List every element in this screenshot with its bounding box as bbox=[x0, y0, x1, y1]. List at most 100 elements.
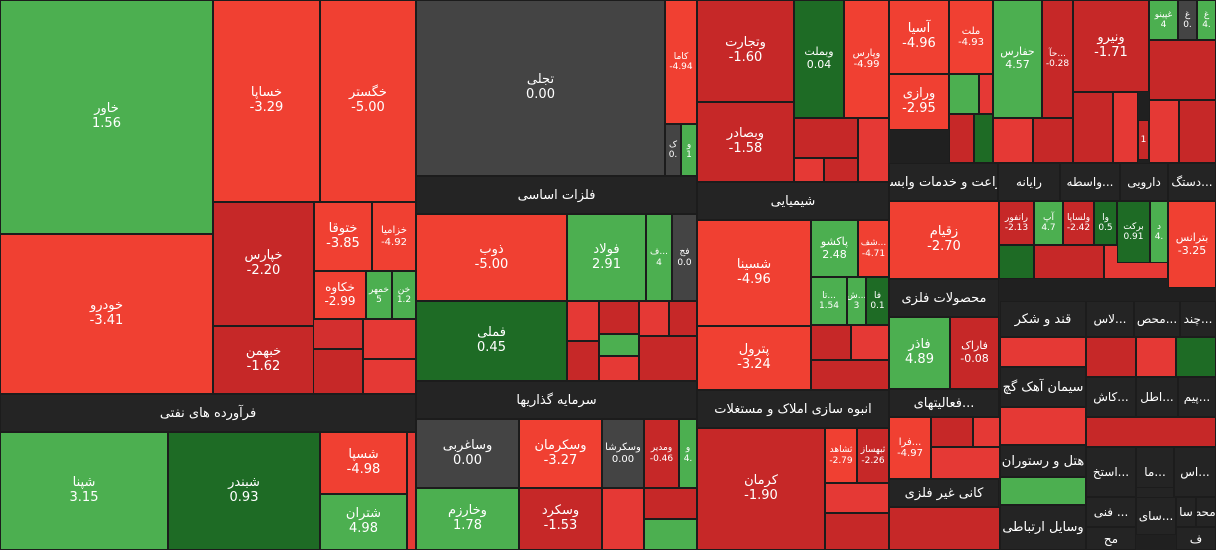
treemap-tile[interactable]: و 4. bbox=[679, 419, 697, 488]
treemap-cell[interactable] bbox=[1149, 40, 1216, 100]
treemap-tile[interactable]: وسکرمان -3.27 bbox=[519, 419, 602, 488]
treemap-tile[interactable]: فملی 0.45 bbox=[416, 301, 567, 381]
treemap-cell[interactable] bbox=[1033, 118, 1073, 163]
treemap-tile[interactable]: شسپا -4.98 bbox=[320, 432, 407, 494]
treemap-tile[interactable]: وسکرد -1.53 bbox=[519, 488, 602, 550]
treemap-cell[interactable] bbox=[1000, 477, 1086, 505]
treemap-tile[interactable]: ملت -4.93 bbox=[949, 0, 993, 74]
treemap-tile[interactable]: ومدیر -0.46 bbox=[644, 419, 679, 488]
treemap-cell[interactable] bbox=[669, 301, 697, 336]
treemap-cell[interactable] bbox=[599, 334, 639, 356]
treemap-tile[interactable]: فج 0.0 bbox=[672, 214, 697, 301]
treemap-cell[interactable] bbox=[363, 319, 416, 359]
treemap-cell[interactable] bbox=[1136, 337, 1176, 377]
treemap-cell[interactable] bbox=[931, 447, 1000, 479]
treemap-tile[interactable]: وتجارت -1.60 bbox=[697, 0, 794, 102]
treemap-cell[interactable] bbox=[1176, 337, 1216, 377]
treemap-tile[interactable]: بترانس -3.25 bbox=[1168, 201, 1216, 288]
treemap-cell[interactable] bbox=[993, 118, 1033, 163]
treemap-cell[interactable] bbox=[639, 336, 697, 381]
treemap-tile[interactable]: آپ 4.7 bbox=[1034, 201, 1063, 245]
treemap-tile[interactable]: خگستر -5.00 bbox=[320, 0, 416, 202]
treemap-tile[interactable]: وبصادر -1.58 bbox=[697, 102, 794, 182]
treemap-tile[interactable]: ونیرو -1.71 bbox=[1073, 0, 1149, 92]
treemap-cell[interactable] bbox=[644, 488, 697, 519]
treemap-tile[interactable]: د 4. bbox=[1150, 201, 1168, 263]
treemap-tile[interactable]: خمهر 5 bbox=[366, 271, 392, 319]
treemap-tile[interactable]: شتران 4.98 bbox=[320, 494, 407, 550]
treemap-tile[interactable]: آسیا -4.96 bbox=[889, 0, 949, 74]
treemap-tile[interactable]: زقیام -2.70 bbox=[889, 201, 999, 279]
treemap-tile[interactable]: شسینا -4.96 bbox=[697, 220, 811, 326]
treemap-cell[interactable] bbox=[1000, 407, 1086, 445]
treemap-tile[interactable]: ک 0. bbox=[665, 124, 681, 176]
treemap-cell[interactable] bbox=[1000, 337, 1086, 367]
treemap-tile[interactable]: خساپا -3.29 bbox=[213, 0, 320, 202]
treemap-tile[interactable]: شف... -4.71 bbox=[858, 220, 889, 277]
treemap-tile[interactable]: خپارس -2.20 bbox=[213, 202, 314, 326]
treemap-tile[interactable]: کرمان -1.90 bbox=[697, 428, 825, 550]
treemap-cell[interactable] bbox=[639, 301, 669, 336]
treemap-tile[interactable]: وخارزم 1.78 bbox=[416, 488, 519, 550]
treemap-tile[interactable]: ثشاهد -2.79 bbox=[825, 428, 857, 483]
treemap-tile[interactable]: ورازی -2.95 bbox=[889, 74, 949, 130]
treemap-tile[interactable]: 1 bbox=[1138, 120, 1149, 160]
treemap-tile[interactable]: وپارس -4.99 bbox=[844, 0, 889, 118]
treemap-cell[interactable] bbox=[1113, 92, 1138, 163]
treemap-cell[interactable] bbox=[313, 319, 363, 349]
treemap-cell[interactable] bbox=[974, 114, 993, 163]
treemap-cell[interactable] bbox=[1073, 92, 1113, 163]
treemap-tile[interactable]: تا... 1.54 bbox=[811, 277, 847, 325]
treemap-cell[interactable] bbox=[1149, 100, 1179, 163]
treemap-tile[interactable]: غ 0. bbox=[1178, 0, 1197, 40]
treemap-tile[interactable]: وسکرشا 0.00 bbox=[602, 419, 644, 488]
treemap-tile[interactable]: ولساپا -2.42 bbox=[1063, 201, 1094, 245]
treemap-tile[interactable]: حفارس 4.57 bbox=[993, 0, 1042, 118]
treemap-cell[interactable] bbox=[567, 301, 599, 341]
treemap-tile[interactable]: تجلی 0.00 bbox=[416, 0, 665, 176]
treemap-tile[interactable]: خکاوه -2.99 bbox=[314, 271, 366, 319]
treemap-cell[interactable] bbox=[811, 360, 889, 390]
treemap-tile[interactable]: کاما -4.94 bbox=[665, 0, 697, 124]
treemap-tile[interactable]: فاراک -0.08 bbox=[950, 317, 999, 389]
treemap-cell[interactable] bbox=[1034, 245, 1104, 279]
treemap-cell[interactable] bbox=[602, 488, 644, 550]
treemap-tile[interactable]: خاور 1.56 bbox=[0, 0, 213, 234]
treemap-tile[interactable]: خن 1.2 bbox=[392, 271, 416, 319]
treemap-cell[interactable] bbox=[1179, 100, 1216, 163]
treemap-tile[interactable]: وبملت 0.04 bbox=[794, 0, 844, 118]
treemap-cell[interactable] bbox=[1086, 417, 1216, 447]
treemap-tile[interactable]: ش... 3 bbox=[847, 277, 866, 325]
treemap-cell[interactable] bbox=[567, 341, 599, 381]
treemap-tile[interactable]: ف... 4 bbox=[646, 214, 672, 301]
treemap-cell[interactable] bbox=[825, 483, 889, 513]
treemap-cell[interactable] bbox=[949, 74, 979, 114]
treemap-tile[interactable]: رانفور -2.13 bbox=[999, 201, 1034, 245]
treemap-tile[interactable]: غپینو 4 bbox=[1149, 0, 1178, 40]
treemap-tile[interactable]: وا 0.5 bbox=[1094, 201, 1117, 245]
treemap-tile[interactable]: فولاد 2.91 bbox=[567, 214, 646, 301]
treemap-cell[interactable] bbox=[599, 301, 639, 334]
treemap-cell[interactable] bbox=[973, 417, 1000, 447]
treemap-cell[interactable] bbox=[979, 74, 993, 114]
treemap-tile[interactable]: شپنا 3.15 bbox=[0, 432, 168, 550]
treemap-cell[interactable] bbox=[363, 359, 416, 394]
treemap-tile[interactable]: ختوقا -3.85 bbox=[314, 202, 372, 271]
treemap-tile[interactable]: حآ... -0.28 bbox=[1042, 0, 1073, 118]
treemap-cell[interactable] bbox=[811, 325, 851, 360]
treemap-cell[interactable] bbox=[949, 114, 974, 163]
treemap-tile[interactable]: وساغربی 0.00 bbox=[416, 419, 519, 488]
treemap-cell[interactable] bbox=[794, 158, 824, 182]
treemap-tile[interactable]: خزامیا -4.92 bbox=[372, 202, 416, 271]
treemap-cell[interactable] bbox=[931, 417, 973, 447]
treemap-cell[interactable] bbox=[1086, 337, 1136, 377]
treemap-tile[interactable]: پاکشو 2.48 bbox=[811, 220, 858, 277]
treemap-cell[interactable] bbox=[851, 325, 889, 360]
treemap-cell[interactable] bbox=[824, 158, 858, 182]
treemap-tile[interactable]: خبهمن -1.62 bbox=[213, 326, 314, 394]
treemap-tile[interactable]: فرا... -4.97 bbox=[889, 417, 931, 479]
treemap-tile[interactable]: پترول -3.24 bbox=[697, 326, 811, 390]
treemap-cell[interactable] bbox=[407, 432, 416, 550]
treemap-cell[interactable] bbox=[858, 118, 889, 182]
